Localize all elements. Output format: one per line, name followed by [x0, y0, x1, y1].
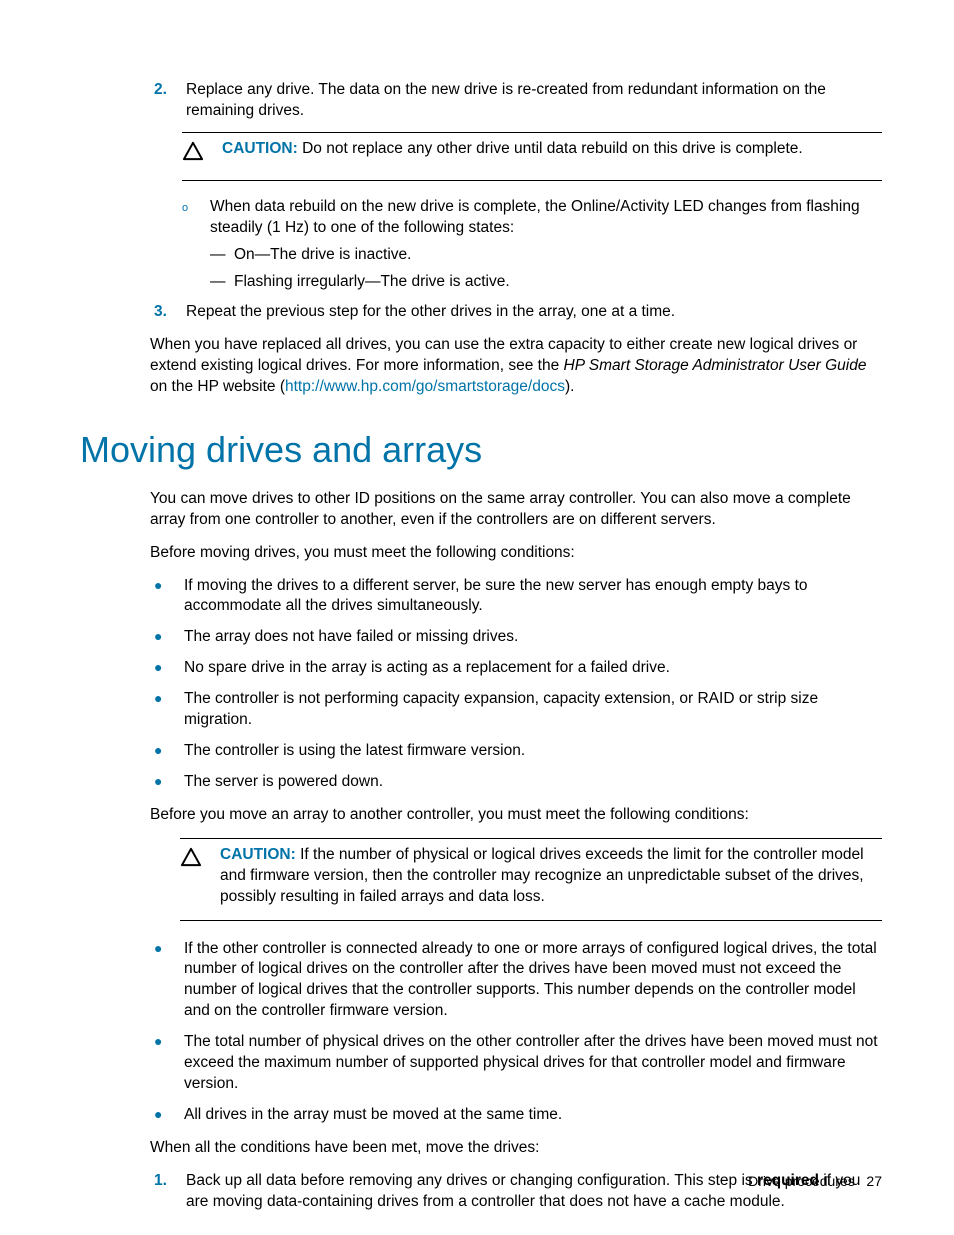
sub-text: When data rebuild on the new drive is co…	[210, 197, 882, 239]
dash-text: Flashing irregularly—The drive is active…	[234, 272, 510, 293]
closing-paragraph: When you have replaced all drives, you c…	[150, 335, 882, 398]
step-text: Replace any drive. The data on the new d…	[186, 80, 882, 122]
page-footer: Drive procedures 27	[748, 1172, 882, 1191]
caution-label: CAUTION:	[222, 140, 298, 157]
list-item: ●If the other controller is connected al…	[150, 939, 882, 1023]
list-text: The controller is using the latest firmw…	[184, 741, 882, 762]
caution-body: Do not replace any other drive until dat…	[302, 140, 803, 157]
bullet-marker: ●	[150, 689, 184, 731]
caution-label: CAUTION:	[220, 846, 296, 863]
list-text: The total number of physical drives on t…	[184, 1032, 882, 1095]
rule-bottom	[182, 180, 882, 181]
list-text: If the other controller is connected alr…	[184, 939, 882, 1023]
rule-top	[180, 838, 882, 839]
list-text: All drives in the array must be moved at…	[184, 1105, 882, 1126]
intro-2: Before moving drives, you must meet the …	[150, 543, 882, 564]
bullet-marker: ●	[150, 576, 184, 618]
dash-marker: —	[210, 272, 234, 293]
step-number: 2.	[150, 80, 186, 122]
section-heading: Moving drives and arrays	[80, 426, 882, 475]
dash-item: — On—The drive is inactive.	[210, 245, 882, 266]
list-item: ●The controller is not performing capaci…	[150, 689, 882, 731]
bullet-marker: ●	[150, 772, 184, 793]
sub-marker: o	[182, 197, 210, 239]
list-text: The controller is not performing capacit…	[184, 689, 882, 731]
step-list-top: 2. Replace any drive. The data on the ne…	[150, 80, 882, 323]
dash-marker: —	[210, 245, 234, 266]
list-item: ●The server is powered down.	[150, 772, 882, 793]
intro-4: When all the conditions have been met, m…	[150, 1138, 882, 1159]
caution-text: CAUTION: If the number of physical or lo…	[220, 845, 882, 908]
dash-list: — On—The drive is inactive. — Flashing i…	[210, 245, 882, 293]
rule-bottom	[180, 920, 882, 921]
guide-title: HP Smart Storage Administrator User Guid…	[564, 357, 867, 374]
caution-row: CAUTION: If the number of physical or lo…	[180, 845, 882, 908]
document-page: 2. Replace any drive. The data on the ne…	[0, 0, 954, 1235]
section-body: You can move drives to other ID position…	[150, 489, 882, 1213]
step-number: 1.	[150, 1171, 186, 1213]
caution-icon	[182, 139, 222, 168]
list-item: ●If moving the drives to a different ser…	[150, 576, 882, 618]
caution-body: If the number of physical or logical dri…	[220, 846, 864, 905]
closing-post: ).	[565, 378, 574, 395]
footer-page: 27	[866, 1173, 882, 1189]
docs-link[interactable]: http://www.hp.com/go/smartstorage/docs	[285, 378, 565, 395]
footer-label: Drive procedures	[748, 1173, 855, 1189]
list-item: ●All drives in the array must be moved a…	[150, 1105, 882, 1126]
closing-mid: on the HP website (	[150, 378, 285, 395]
list-text: The server is powered down.	[184, 772, 882, 793]
list-item: ●No spare drive in the array is acting a…	[150, 658, 882, 679]
list-item: ●The array does not have failed or missi…	[150, 627, 882, 648]
intro-1: You can move drives to other ID position…	[150, 489, 882, 531]
rule-top	[182, 132, 882, 133]
list-text: The array does not have failed or missin…	[184, 627, 882, 648]
step-number: 3.	[150, 302, 186, 323]
bullet-marker: ●	[150, 741, 184, 762]
step-2: 2. Replace any drive. The data on the ne…	[150, 80, 882, 122]
bullet-marker: ●	[150, 939, 184, 1023]
caution-icon	[180, 845, 220, 874]
list-text: If moving the drives to a different serv…	[184, 576, 882, 618]
intro-3: Before you move an array to another cont…	[150, 805, 882, 826]
caution-row: CAUTION: Do not replace any other drive …	[182, 139, 882, 168]
bullet-marker: ●	[150, 1032, 184, 1095]
bullet-marker: ●	[150, 1105, 184, 1126]
bullet-marker: ●	[150, 658, 184, 679]
list-item: ●The controller is using the latest firm…	[150, 741, 882, 762]
list-text: No spare drive in the array is acting as…	[184, 658, 882, 679]
step-3: 3. Repeat the previous step for the othe…	[150, 302, 882, 323]
step-pre: Back up all data before removing any dri…	[186, 1172, 757, 1189]
caution-block-2: CAUTION: If the number of physical or lo…	[180, 838, 882, 921]
list-item: ●The total number of physical drives on …	[150, 1032, 882, 1095]
sub-bullet: o When data rebuild on the new drive is …	[182, 197, 882, 239]
caution-block-1: CAUTION: Do not replace any other drive …	[182, 132, 882, 181]
step-text: Repeat the previous step for the other d…	[186, 302, 882, 323]
bullet-marker: ●	[150, 627, 184, 648]
caution-text: CAUTION: Do not replace any other drive …	[222, 139, 882, 160]
dash-item: — Flashing irregularly—The drive is acti…	[210, 272, 882, 293]
dash-text: On—The drive is inactive.	[234, 245, 411, 266]
